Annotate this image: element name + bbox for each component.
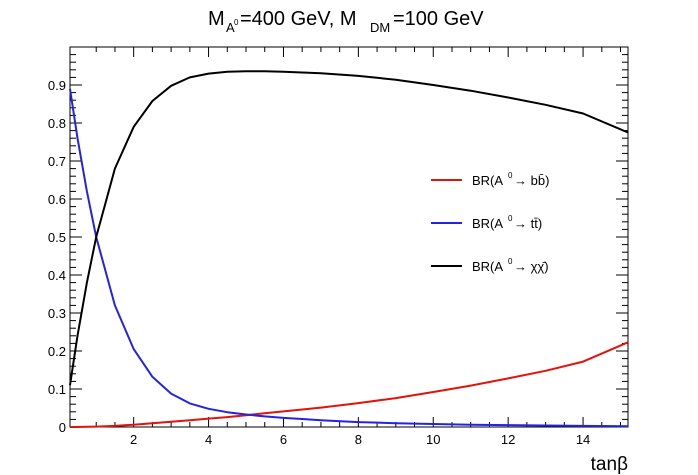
y-tick-label: 0.1 — [48, 382, 66, 397]
y-tick-label: 0.8 — [48, 116, 66, 131]
legend-suffix-1: → tt̄) — [514, 216, 542, 231]
legend-sup-0: 0 — [508, 171, 513, 180]
legend-label-2: BR(A — [472, 259, 503, 274]
title-sub-a: A — [226, 20, 235, 35]
legend-suffix-0: → bb̄) — [514, 173, 549, 188]
x-tick-label: 4 — [205, 432, 212, 447]
legend-label-0: BR(A — [472, 173, 503, 188]
y-tick-label: 0.4 — [48, 268, 66, 283]
series-line-0 — [70, 341, 629, 428]
title-sup-0: 0 — [234, 18, 239, 27]
x-tick-label: 8 — [355, 432, 362, 447]
x-tick-label: 6 — [280, 432, 287, 447]
x-tick-label: 12 — [501, 432, 515, 447]
x-axis-label: tanβ — [591, 454, 628, 475]
series-line-2 — [69, 70, 629, 386]
y-tick-label: 0.3 — [48, 306, 66, 321]
series-line-1 — [69, 88, 629, 428]
x-tick-label: 14 — [576, 432, 590, 447]
title-m2: =400 GeV, M — [240, 8, 357, 30]
y-tick-label: 0.2 — [48, 344, 66, 359]
title-m1: M — [208, 8, 225, 30]
legend-suffix-2: → χχ̄) — [514, 259, 549, 274]
title-m3: =100 GeV — [393, 8, 484, 30]
x-tick-label: 10 — [426, 432, 440, 447]
y-axis: 0 0.1 0.2 0.3 0.4 0.5 0.6 0.7 0.8 0.9 — [48, 46, 628, 435]
series-group — [69, 70, 629, 428]
y-tick-label: 0 — [59, 420, 66, 435]
x-tick-label: 2 — [130, 432, 137, 447]
title-sub-dm: DM — [370, 20, 390, 35]
legend-label-1: BR(A — [472, 216, 503, 231]
y-tick-label: 0.9 — [48, 78, 66, 93]
y-tick-label: 0.7 — [48, 154, 66, 169]
x-axis: 2 4 6 8 10 12 14 — [95, 47, 622, 447]
y-tick-label: 0.6 — [48, 192, 66, 207]
y-tick-label: 0.5 — [48, 230, 66, 245]
chart-title: M A 0 =400 GeV, M DM =100 GeV — [208, 8, 484, 35]
legend-sup-1: 0 — [508, 214, 513, 223]
legend-sup-2: 0 — [508, 257, 513, 266]
legend: BR(A 0 → bb̄)BR(A 0 → tt̄)BR(A 0 → χχ̄) — [431, 171, 549, 274]
